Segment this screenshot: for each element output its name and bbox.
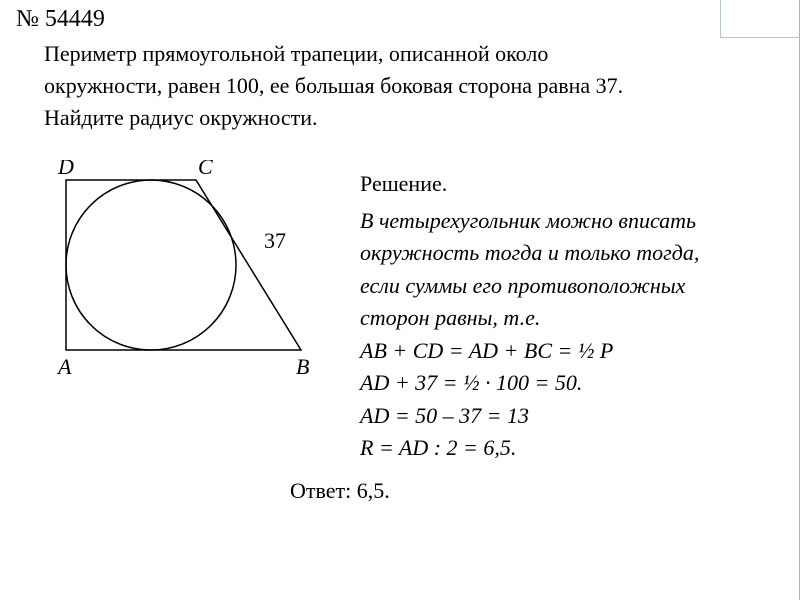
answer-text: Ответ: 6,5.	[290, 478, 390, 504]
problem-line: Найдите радиус окружности.	[44, 102, 756, 134]
label-b: B	[296, 354, 309, 379]
problem-text: Периметр прямоугольной трапеции, описанн…	[44, 38, 756, 134]
label-side-37: 37	[264, 228, 286, 253]
solution-line: если суммы его противоположных	[360, 270, 770, 303]
geometry-diagram: D C A B 37	[36, 160, 336, 390]
solution-line: сторон равны, т.е.	[360, 302, 770, 335]
problem-line: Периметр прямоугольной трапеции, описанн…	[44, 38, 756, 70]
label-d: D	[57, 160, 74, 179]
problem-number: № 54449	[16, 6, 105, 33]
solution-line: В четырехугольник можно вписать	[360, 205, 770, 238]
inscribed-circle	[66, 180, 236, 350]
problem-line: окружности, равен 100, ее большая бокова…	[44, 70, 756, 102]
corner-fold	[720, 0, 800, 38]
solution-line: AD + 37 = ½ · 100 = 50.	[360, 367, 770, 400]
trapezoid-shape	[66, 180, 301, 350]
solution-title: Решение.	[360, 168, 770, 201]
solution-block: Решение. В четырехугольник можно вписать…	[360, 168, 770, 465]
solution-line: окружность тогда и только тогда,	[360, 237, 770, 270]
solution-line: AB + CD = AD + BC = ½ P	[360, 335, 770, 368]
solution-line: AD = 50 – 37 = 13	[360, 400, 770, 433]
label-c: C	[198, 160, 213, 179]
label-a: A	[56, 354, 72, 379]
solution-line: R = AD : 2 = 6,5.	[360, 432, 770, 465]
solution-body: В четырехугольник можно вписать окружнос…	[360, 205, 770, 465]
